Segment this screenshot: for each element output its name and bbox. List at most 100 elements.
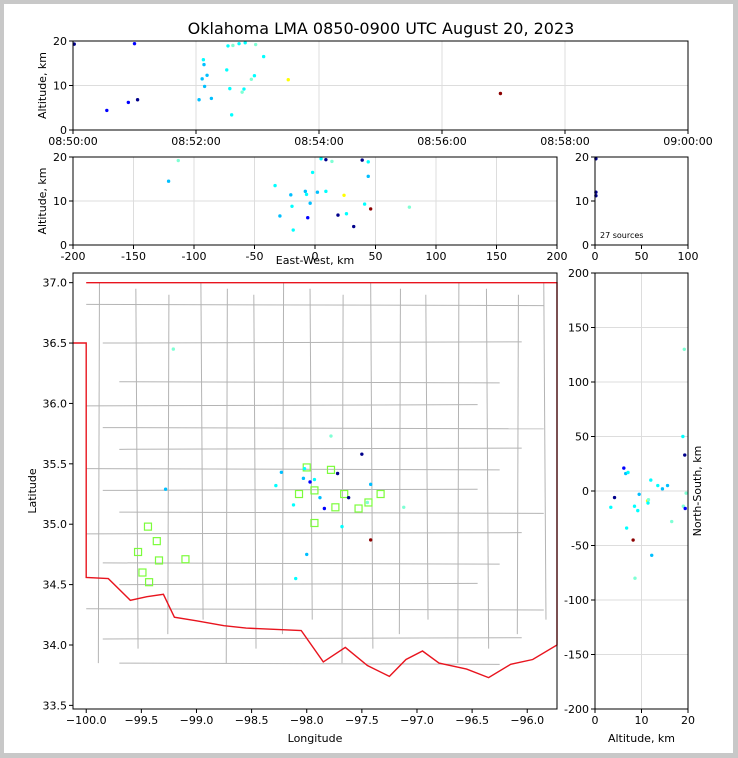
time-height-point <box>261 54 266 59</box>
time-height-point <box>237 41 241 46</box>
ew-height-point <box>166 179 171 183</box>
y-tick-label: -100 <box>564 594 589 607</box>
y-tick-label: 200 <box>568 267 589 280</box>
x-tick-label: 08:52:00 <box>171 135 220 148</box>
ns-profile-point <box>683 506 687 511</box>
ew-height-ylabel: Altitude, km <box>36 167 49 234</box>
ns-profile-point <box>681 434 685 439</box>
ew-height-point <box>310 170 315 175</box>
y-tick-label: 20 <box>53 35 67 48</box>
county-line <box>398 288 401 635</box>
ew-height-point <box>273 183 277 188</box>
time-height-point <box>249 77 254 81</box>
x-tick-label: 0 <box>592 714 599 727</box>
lma-station-marker <box>143 522 153 531</box>
plan-point <box>335 471 340 476</box>
figure-frame <box>4 4 733 753</box>
time-height-point <box>132 41 137 46</box>
ns-profile-point <box>684 491 688 495</box>
plan-point <box>346 495 351 500</box>
time-height-point <box>225 68 229 72</box>
ns-profile-point <box>665 483 670 488</box>
time-height-point <box>200 77 204 81</box>
ns-profile-frame <box>594 272 689 710</box>
ew-height-point <box>308 201 312 205</box>
county-line <box>225 288 228 664</box>
time-height-point <box>243 41 247 45</box>
time-height-point <box>205 73 209 77</box>
time-height-frame <box>72 40 689 131</box>
county-line <box>167 294 170 635</box>
lma-station-marker <box>376 489 385 499</box>
ew-height-point <box>407 205 412 209</box>
time-height-point <box>498 91 503 96</box>
x-tick-label: 50 <box>369 250 383 263</box>
source-count-label: 27 sources <box>600 231 643 240</box>
y-tick-label: 10 <box>53 80 67 93</box>
x-tick-label: −99.0 <box>180 714 214 727</box>
lma-station-marker <box>326 465 336 474</box>
y-tick-label: 36.0 <box>43 397 68 410</box>
ew-height-point <box>336 213 340 217</box>
county-line <box>425 294 429 620</box>
lma-station-marker <box>302 463 311 472</box>
time-height-point <box>135 98 140 102</box>
y-tick-label: 10 <box>575 195 589 208</box>
county-line <box>119 511 544 514</box>
y-tick-label: -150 <box>564 649 589 662</box>
x-tick-label: −99.5 <box>124 714 158 727</box>
ew-height-point <box>315 190 320 194</box>
ew-height-point <box>291 228 295 232</box>
ew-height-point <box>176 158 180 163</box>
lma-station-marker <box>354 504 363 513</box>
x-tick-label: −98.0 <box>290 714 324 727</box>
time-height-point <box>229 113 234 117</box>
x-tick-label: 0 <box>592 250 599 263</box>
county-line <box>97 282 100 664</box>
ew-height-panel: -200 -150 -100 -50 0 50 100 150 200 0 10 20 East-Wes… <box>36 151 568 267</box>
lma-station-marker <box>294 489 304 499</box>
lma-station-marker <box>144 578 154 587</box>
ns-profile-point <box>670 519 674 524</box>
plan-point <box>340 524 344 529</box>
county-boundaries <box>86 282 547 665</box>
plan-point <box>360 452 364 456</box>
time-height-point <box>252 74 257 78</box>
county-line <box>102 562 500 565</box>
ew-height-point <box>362 202 367 206</box>
county-line <box>543 282 547 620</box>
state-border <box>73 282 558 679</box>
ew-height-point <box>360 158 364 162</box>
county-line <box>86 404 478 407</box>
plan-point <box>294 576 298 581</box>
lma-station-marker <box>133 547 143 557</box>
y-tick-label: 20 <box>53 151 67 164</box>
county-line <box>102 341 522 344</box>
plan-point <box>291 503 296 507</box>
time-height-ylabel: Altitude, km <box>36 52 49 119</box>
y-tick-label: 35.0 <box>43 518 68 531</box>
x-tick-label: −96.5 <box>455 714 489 727</box>
ew-height-point <box>368 207 373 211</box>
plan-point <box>312 477 317 482</box>
ns-profile-point <box>649 478 653 482</box>
lma-station-marker <box>364 498 373 507</box>
county-line <box>341 294 344 664</box>
time-height-point <box>286 78 290 82</box>
county-line <box>485 288 490 649</box>
x-tick-label: 08:50:00 <box>48 135 97 148</box>
plan-xlabel: Longitude <box>288 732 343 745</box>
x-tick-label: 09:00:00 <box>663 135 712 148</box>
time-height-point <box>105 108 109 113</box>
lma-station-marker <box>154 556 164 565</box>
ns-profile-point <box>646 501 650 505</box>
county-line <box>457 282 460 664</box>
county-line <box>102 637 522 640</box>
y-tick-label: 35.5 <box>43 458 68 471</box>
x-tick-label: 50 <box>635 250 649 263</box>
ew-height-point <box>366 160 370 164</box>
ns-profile-point <box>624 526 629 530</box>
ns-profile-point <box>631 538 635 542</box>
